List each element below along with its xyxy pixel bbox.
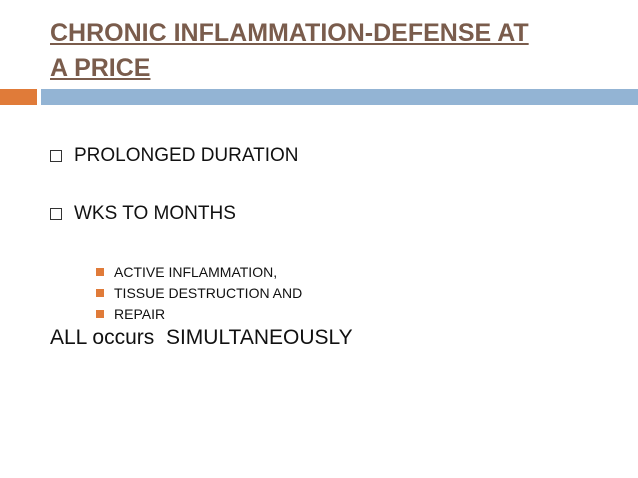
sub-bullet-text: REPAIR xyxy=(114,305,166,322)
sub-bullet-item: ACTIVE INFLAMMATION, xyxy=(96,261,302,282)
closing-statement: ALL occurs SIMULTANEOUSLY xyxy=(50,326,353,349)
slide-title-line-1: CHRONIC INFLAMMATION-DEFENSE AT xyxy=(50,19,529,47)
bullet-item: PROLONGED DURATION xyxy=(50,143,299,169)
slide-title: CHRONIC INFLAMMATION-DEFENSE AT A PRICE xyxy=(50,16,610,86)
filled-square-bullet-icon xyxy=(96,288,104,297)
slide-title-line-2: A PRICE xyxy=(50,54,151,82)
hollow-square-bullet-icon xyxy=(50,150,62,162)
filled-square-bullet-icon xyxy=(96,267,104,276)
hollow-square-bullet-icon xyxy=(50,208,62,220)
accent-bar-orange xyxy=(0,89,37,105)
bullet-item: WKS TO MONTHS xyxy=(50,201,299,227)
filled-square-bullet-icon xyxy=(96,309,104,318)
accent-bar-blue xyxy=(41,89,638,105)
bullet-list-level-2: ACTIVE INFLAMMATION, TISSUE DESTRUCTION … xyxy=(96,261,302,324)
bullet-text: WKS TO MONTHS xyxy=(74,203,236,224)
sub-bullet-text: ACTIVE INFLAMMATION, xyxy=(114,263,278,280)
bullet-text: PROLONGED DURATION xyxy=(74,145,299,166)
sub-bullet-item: TISSUE DESTRUCTION AND xyxy=(96,282,302,303)
bullet-list-level-1: PROLONGED DURATION WKS TO MONTHS xyxy=(50,143,299,259)
sub-bullet-item: REPAIR xyxy=(96,303,302,324)
sub-bullet-text: TISSUE DESTRUCTION AND xyxy=(114,284,303,301)
